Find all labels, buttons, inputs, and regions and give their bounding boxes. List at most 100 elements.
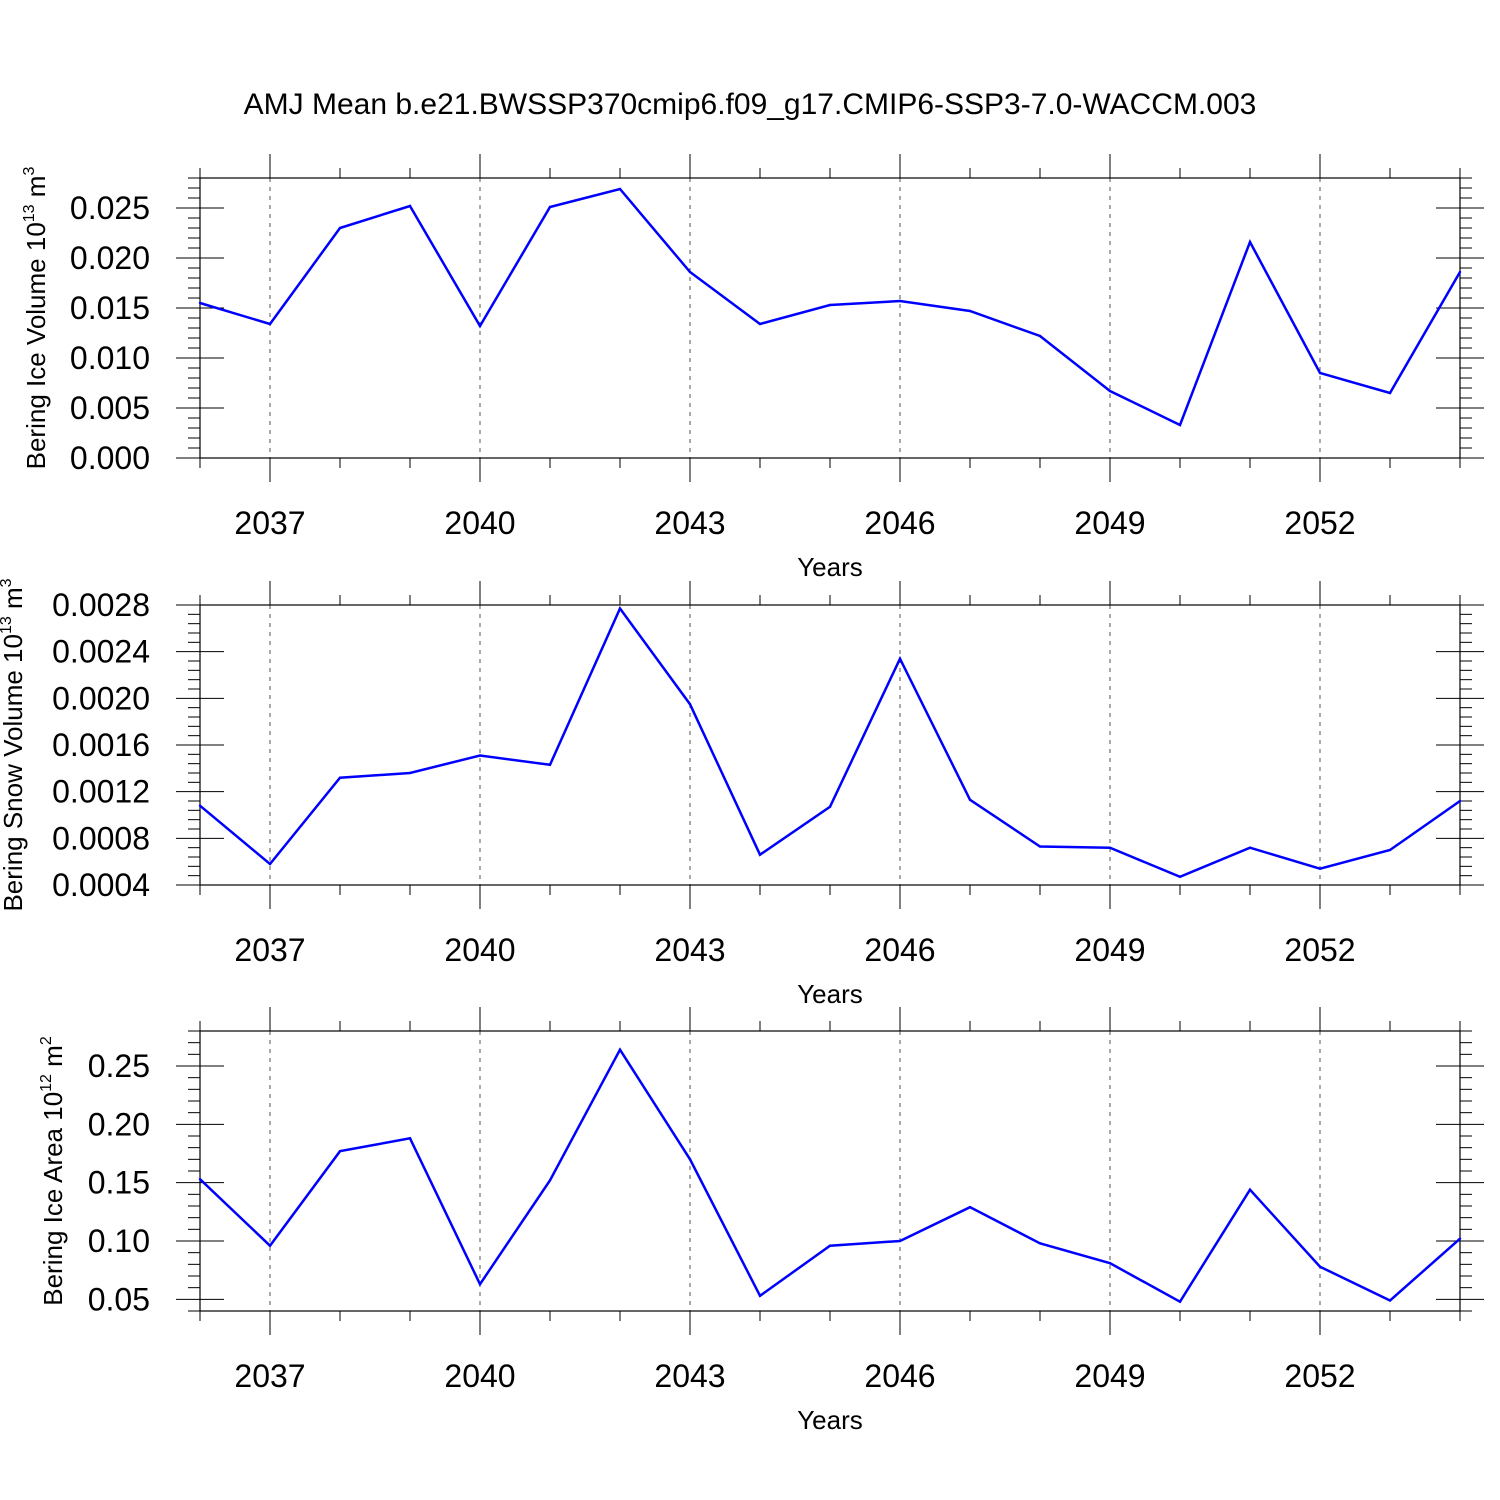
y-axis-label-unit: m xyxy=(38,1045,68,1074)
data-point xyxy=(758,1294,762,1298)
data-point xyxy=(1038,1242,1042,1245)
y-axis-label: Bering Snow Volume 1013 m3 xyxy=(0,578,28,911)
plot-frame xyxy=(199,177,1461,459)
x-axis-label: Years xyxy=(797,552,863,582)
x-axis-label: Years xyxy=(797,1405,863,1435)
y-axis-label-exponent: 12 xyxy=(38,1074,55,1092)
data-point xyxy=(1038,845,1042,848)
chart-title: AMJ Mean b.e21.BWSSP370cmip6.f09_g17.CMI… xyxy=(244,88,1257,121)
data-point xyxy=(1178,875,1182,879)
data-point xyxy=(268,862,272,866)
data-point xyxy=(1248,240,1252,244)
data-point xyxy=(1388,391,1392,395)
series-line xyxy=(199,1047,1461,1304)
data-point xyxy=(758,853,762,856)
plot-frame xyxy=(199,1030,1461,1312)
plot-frame xyxy=(199,604,1461,886)
series-line xyxy=(199,187,1462,427)
data-point xyxy=(548,763,552,767)
data-point xyxy=(618,607,622,610)
y-axis-label-text: Bering Ice Area 10 xyxy=(38,1092,68,1306)
data-point xyxy=(548,1179,552,1182)
data-point xyxy=(268,1244,272,1247)
data-point xyxy=(268,322,272,326)
data-point xyxy=(1108,1261,1112,1265)
y-axis-label-exponent: 13 xyxy=(21,204,38,222)
data-point xyxy=(828,1244,832,1247)
y-tick-label: 0.025 xyxy=(70,190,150,226)
x-tick-label: 2037 xyxy=(234,505,305,541)
series-line xyxy=(199,606,1461,879)
data-point xyxy=(478,324,482,328)
data-point xyxy=(408,204,412,208)
y-axis-label-text: Bering Ice Volume 10 xyxy=(21,222,51,469)
data-point xyxy=(1318,867,1322,870)
y-tick-label: 0.020 xyxy=(70,240,150,276)
x-tick-label: 2052 xyxy=(1284,1358,1355,1394)
data-point xyxy=(968,309,972,313)
y-axis-label: Bering Ice Volume 1013 m3 xyxy=(21,167,51,470)
x-tick-label: 2037 xyxy=(234,1358,305,1394)
panel-3: 2037 2040 2043 2046 2049 2052 Years 0.05 0.10 0.1… xyxy=(38,1007,1484,1435)
x-tick-label: 2043 xyxy=(654,505,725,541)
data-point xyxy=(408,771,412,775)
y-tick-label: 0.05 xyxy=(88,1281,150,1317)
x-tick-label: 2037 xyxy=(234,932,305,968)
data-point xyxy=(1038,334,1042,338)
y-tick-label: 0.0020 xyxy=(52,680,150,716)
y-tick-label: 0.10 xyxy=(88,1223,150,1259)
y-tick-label: 0.0024 xyxy=(52,634,150,670)
data-point xyxy=(1458,270,1462,274)
y-tick-label: 0.0016 xyxy=(52,727,150,763)
x-tick-label: 2049 xyxy=(1074,1358,1145,1394)
y-axis-label: Bering Ice Area 1012 m2 xyxy=(38,1036,68,1306)
panels: 2037 2040 2043 2046 2049 2052 Years 0.000 0.005 0… xyxy=(0,154,1484,1435)
y-tick-label: 0.015 xyxy=(70,290,150,326)
x-tick-label: 2049 xyxy=(1074,932,1145,968)
data-point xyxy=(1388,848,1392,852)
y-tick-label: 0.0012 xyxy=(52,774,150,810)
data-point xyxy=(1248,846,1252,849)
y-axis-label-unit-exponent: 2 xyxy=(38,1036,55,1045)
data-point xyxy=(1318,1265,1322,1268)
y-tick-label: 0.0028 xyxy=(52,587,150,623)
y-tick-label: 0.005 xyxy=(70,390,150,426)
x-tick-label: 2040 xyxy=(444,505,515,541)
data-point xyxy=(1108,846,1112,849)
data-point xyxy=(898,657,902,660)
data-point xyxy=(338,226,342,230)
data-point xyxy=(478,754,482,757)
x-tick-label: 2049 xyxy=(1074,505,1145,541)
data-point xyxy=(198,301,202,305)
y-tick-label: 0.0008 xyxy=(52,820,150,856)
y-tick-label: 0.25 xyxy=(88,1048,150,1084)
data-point xyxy=(338,776,342,779)
data-point xyxy=(1388,1299,1392,1302)
panel-1: 2037 2040 2043 2046 2049 2052 Years 0.000 0.005 0… xyxy=(21,154,1484,582)
data-point xyxy=(1458,1237,1462,1240)
panel-2: 2037 2040 2043 2046 2049 2052 Years 0.0004 0.000… xyxy=(0,578,1484,1009)
data-point xyxy=(898,1239,902,1243)
data-point xyxy=(688,702,692,706)
data-point xyxy=(898,299,902,303)
y-tick-label: 0.20 xyxy=(88,1106,150,1142)
x-tick-label: 2046 xyxy=(864,505,935,541)
data-point xyxy=(198,804,202,807)
y-axis-label-text: Bering Snow Volume 10 xyxy=(0,634,28,912)
x-tick-label: 2040 xyxy=(444,932,515,968)
y-tick-label: 0.010 xyxy=(70,340,150,376)
x-axis-label: Years xyxy=(797,979,863,1009)
data-point xyxy=(1318,371,1322,375)
y-tick-label: 0.000 xyxy=(70,440,150,476)
y-tick-label: 0.0004 xyxy=(52,867,150,903)
x-tick-label: 2043 xyxy=(654,1358,725,1394)
data-point xyxy=(478,1282,482,1286)
y-axis-label-unit: m xyxy=(21,176,51,205)
data-point xyxy=(1178,423,1182,427)
y-axis-label-unit-exponent: 3 xyxy=(0,578,15,587)
data-point xyxy=(548,205,552,209)
data-point xyxy=(828,303,832,307)
data-point xyxy=(338,1149,342,1153)
data-point xyxy=(408,1137,412,1140)
